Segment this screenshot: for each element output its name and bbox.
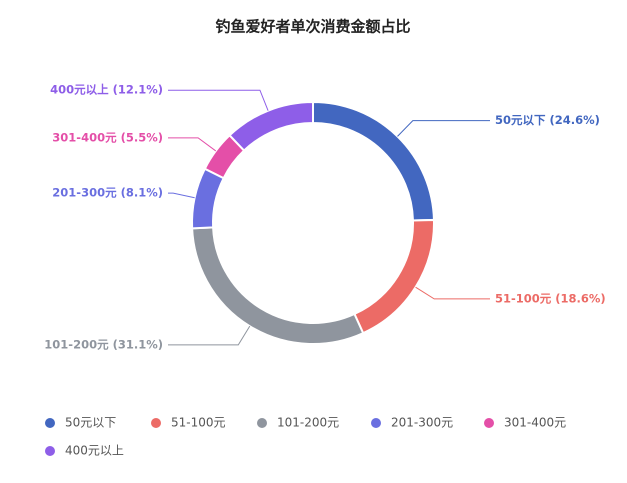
legend-label: 301-400元 — [504, 416, 566, 430]
leader-line — [168, 137, 217, 152]
data-label: 50元以下 (24.6%) — [495, 113, 600, 127]
leader-line — [397, 120, 490, 137]
legend-label: 51-100元 — [171, 416, 226, 430]
donut-segment — [191, 167, 225, 230]
legend-marker — [45, 446, 55, 456]
donut-segment — [312, 100, 435, 222]
donut-segment — [228, 100, 314, 152]
donut-segment — [353, 218, 435, 335]
donut-segment — [191, 226, 365, 345]
legend-marker — [484, 418, 494, 428]
data-label: 301-400元 (5.5%) — [52, 130, 163, 144]
legend-marker — [371, 418, 381, 428]
data-label: 101-200元 (31.1%) — [44, 337, 163, 351]
chart-title: 钓鱼爱好者单次消费金额占比 — [215, 18, 410, 36]
data-label: 51-100元 (18.6%) — [495, 291, 606, 305]
leader-line — [415, 286, 490, 300]
legend-label: 101-200元 — [277, 416, 339, 430]
legend-marker — [257, 418, 267, 428]
data-label: 201-300元 (8.1%) — [52, 186, 163, 200]
leader-line — [168, 89, 269, 111]
legend-label: 50元以下 — [65, 416, 116, 430]
legend-label: 201-300元 — [391, 416, 453, 430]
legend-marker — [45, 418, 55, 428]
data-label: 400元以上 (12.1%) — [50, 83, 163, 97]
legend-label: 400元以上 — [65, 444, 124, 458]
legend-marker — [151, 418, 161, 428]
leader-line — [168, 192, 195, 199]
leader-line — [168, 325, 251, 346]
